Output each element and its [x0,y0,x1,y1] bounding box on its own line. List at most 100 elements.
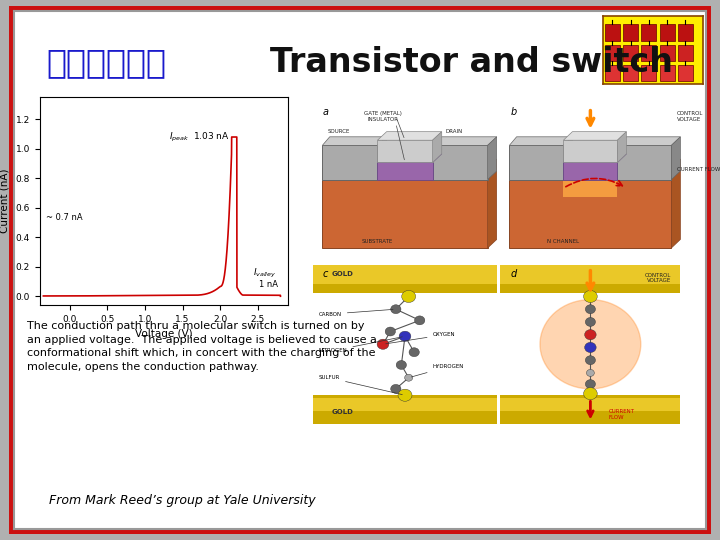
Bar [624,65,638,81]
Text: DRAIN: DRAIN [446,130,463,134]
Text: c: c [323,269,328,279]
Text: CURRENT
FLOW: CURRENT FLOW [608,409,634,420]
Text: b: b [510,107,516,117]
Polygon shape [510,137,572,145]
Polygon shape [563,140,618,163]
Bar [642,45,657,60]
Text: CURRENT FLOW: CURRENT FLOW [677,167,720,172]
Polygon shape [563,154,626,163]
Polygon shape [487,137,497,179]
Circle shape [586,369,595,376]
Polygon shape [377,163,433,179]
Text: OXYGEN: OXYGEN [386,332,455,344]
X-axis label: Voltage (V): Voltage (V) [135,329,193,339]
Circle shape [583,388,598,400]
Circle shape [585,318,595,326]
Polygon shape [618,132,626,163]
Text: The conduction path thru a molecular switch is turned on by
an applied voltage. : The conduction path thru a molecular swi… [27,321,377,372]
Text: CONTROL
VOLTAGE: CONTROL VOLTAGE [645,273,671,284]
Circle shape [585,305,595,314]
Circle shape [398,389,412,401]
Bar [500,399,680,411]
Text: SOURCE: SOURCE [328,130,350,134]
Polygon shape [377,137,387,179]
Text: $I_{peak}$  1.03 nA: $I_{peak}$ 1.03 nA [169,131,230,145]
Text: NITROGEN: NITROGEN [319,337,402,353]
Text: N CHANNEL: N CHANNEL [547,239,580,244]
Text: Transistor and switch: Transistor and switch [270,46,673,79]
Circle shape [396,361,407,369]
Text: GOLD: GOLD [331,271,354,277]
Circle shape [585,380,595,389]
Bar [605,65,620,81]
Polygon shape [323,179,487,248]
Circle shape [405,374,413,381]
Polygon shape [433,137,497,145]
Circle shape [585,356,595,364]
Polygon shape [433,132,441,163]
Circle shape [585,342,596,353]
Bar [678,45,693,60]
Circle shape [585,329,596,340]
Bar [678,24,693,40]
Text: INSULATOR: INSULATOR [367,117,398,123]
Polygon shape [323,145,377,179]
Bar [642,65,657,81]
Circle shape [415,316,425,325]
Circle shape [409,348,419,357]
Text: GATE (METAL): GATE (METAL) [364,111,402,116]
Polygon shape [377,140,433,163]
Polygon shape [377,154,441,163]
Text: $I_{valley}$: $I_{valley}$ [253,267,276,280]
Polygon shape [510,179,671,248]
Text: a: a [323,107,328,117]
Polygon shape [563,179,618,197]
Text: SUBSTRATE: SUBSTRATE [362,239,393,244]
Text: From Mark Reed’s group at Yale University: From Mark Reed’s group at Yale Universit… [49,494,315,507]
Bar [500,265,680,284]
Polygon shape [618,137,680,145]
Bar [678,65,693,81]
Y-axis label: Current (nA): Current (nA) [0,169,10,233]
Bar [660,65,675,81]
Bar [605,45,620,60]
Circle shape [402,291,415,302]
Text: 電晶體與開關: 電晶體與開關 [47,46,167,79]
Circle shape [583,291,598,302]
Polygon shape [563,137,572,179]
Polygon shape [377,132,441,140]
Circle shape [399,331,411,341]
Bar [500,265,680,293]
Polygon shape [510,145,563,179]
Circle shape [391,384,401,393]
Bar [624,24,638,40]
Text: CONTROL
VOLTAGE: CONTROL VOLTAGE [677,111,703,122]
Bar [642,24,657,40]
Polygon shape [618,145,671,179]
Bar [660,45,675,60]
Text: HYDROGEN: HYDROGEN [411,364,464,377]
Bar [500,395,680,424]
Bar [313,399,497,411]
Text: 1 nA: 1 nA [259,280,279,289]
Text: GOLD: GOLD [331,409,354,415]
Polygon shape [487,159,497,248]
Polygon shape [671,137,680,179]
Circle shape [391,305,401,314]
Bar [624,45,638,60]
Text: ~ 0.7 nA: ~ 0.7 nA [45,213,82,221]
Polygon shape [510,167,671,179]
Bar [313,265,497,293]
Polygon shape [563,132,626,140]
Circle shape [385,327,395,336]
Bar [660,24,675,40]
Polygon shape [563,163,618,179]
Bar [313,395,497,424]
Polygon shape [671,159,680,248]
Bar [605,24,620,40]
Circle shape [540,300,641,389]
Text: CARBON: CARBON [319,309,393,316]
Bar [313,265,497,284]
Polygon shape [323,137,387,145]
Polygon shape [433,145,487,179]
